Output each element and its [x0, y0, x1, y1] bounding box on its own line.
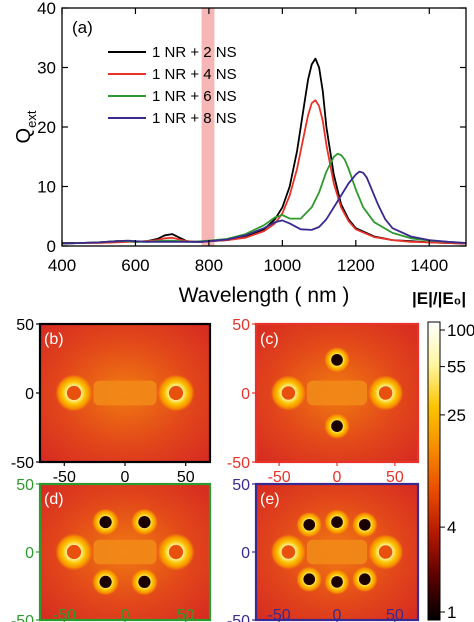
panel-label: (d) [44, 491, 64, 508]
x-tick-label: 600 [121, 256, 149, 275]
x-tick-label: 400 [48, 256, 76, 275]
x-tick-label: 1400 [410, 256, 448, 275]
field-map-panel-e: (e) 50 0 -50 -50 0 50 [227, 477, 420, 622]
rod-end-core [66, 385, 82, 401]
legend-label-1: 1 NR + 2 NS [152, 44, 237, 61]
nanosphere-core [303, 573, 316, 586]
map-x-tick-label: 50 [177, 469, 195, 486]
nanosphere-core [331, 420, 343, 432]
plot-frame [61, 7, 467, 247]
nanosphere-core [358, 573, 371, 586]
svg-text:Qext: Qext [13, 110, 39, 143]
map-y-tick-label: 0 [241, 386, 250, 403]
panel-label-a: (a) [72, 18, 93, 37]
map-y-tick-label: 0 [241, 545, 250, 562]
rod-end-core [281, 545, 296, 559]
map-y-tick-label: -50 [227, 455, 250, 472]
rod-end-core [378, 386, 393, 400]
map-x-tick-label: 50 [386, 469, 404, 486]
nanosphere-core [138, 515, 151, 529]
map-x-tick-label: 0 [121, 469, 130, 486]
nanosphere-core [331, 576, 343, 588]
field-map-panel-b: (b) 50 0 -50 -50 0 50 [11, 317, 212, 486]
colorbar-gradient [427, 321, 441, 621]
map-y-tick-label: 50 [232, 477, 250, 494]
map-x-tick-label: -50 [268, 469, 291, 486]
colorbar: |E|/|E₀| 100 55 25 4 1 [412, 289, 474, 622]
x-tick-label: 1200 [337, 256, 375, 275]
x-tick-label: 800 [195, 256, 223, 275]
colorbar-tick-label: 25 [447, 406, 466, 425]
rod-end-core [281, 386, 296, 400]
field-map-panel-c: (c) 50 0 -50 -50 0 50 [227, 317, 420, 486]
colorbar-tick-label: 4 [447, 518, 456, 537]
rod-end-core [168, 544, 184, 560]
map-x-tick-label: 50 [386, 607, 404, 622]
panel-label: (b) [44, 331, 64, 348]
map-x-tick-label: 0 [333, 607, 342, 622]
series-line-4 [61, 170, 467, 245]
y-tick-label: 30 [37, 59, 56, 78]
y-tick-label: 20 [37, 118, 56, 137]
colorbar-tick-label: 55 [447, 358, 466, 377]
nanosphere-core [303, 518, 316, 531]
y-tick-label: 40 [37, 0, 56, 18]
map-y-tick-label: 0 [25, 386, 34, 403]
panel-label: (c) [260, 331, 279, 348]
series-line-2 [61, 99, 467, 245]
nanorod [306, 539, 368, 565]
nanorod [306, 380, 368, 406]
colorbar-title: |E|/|E₀| [412, 289, 466, 308]
map-y-tick-label: -50 [227, 613, 250, 622]
colorbar-tick-label: 100 [447, 321, 474, 340]
y-axis-label: Qext [13, 110, 39, 143]
map-y-tick-label: 0 [25, 545, 34, 562]
nanosphere-core [138, 575, 151, 589]
rod-end-core [168, 385, 184, 401]
nanorod [93, 380, 157, 406]
field-map-panel-d: (d) 50 0 -50 -50 0 50 [11, 477, 212, 622]
series-line-1 [62, 57, 467, 245]
map-x-tick-label: 0 [121, 607, 130, 622]
rod-end-core [66, 544, 82, 560]
map-y-tick-label: 50 [16, 477, 34, 494]
map-y-tick-label: -50 [11, 455, 34, 472]
map-x-tick-label: -50 [53, 469, 76, 486]
y-tick-label: 0 [47, 237, 56, 256]
extinction-spectrum-panel: 400 600 800 1000 1200 1400 0 10 20 30 40 (a) 1 NR … [13, 0, 467, 307]
x-tick-label: 1000 [263, 256, 301, 275]
rod-end-core [378, 545, 393, 559]
nanosphere-core [331, 354, 343, 366]
legend-label-2: 1 NR + 4 NS [152, 66, 237, 83]
map-x-tick-label: 50 [177, 607, 195, 622]
y-tick-label: 10 [37, 178, 56, 197]
nanosphere-core [358, 518, 371, 531]
legend-label-4: 1 NR + 8 NS [152, 110, 237, 127]
map-x-tick-label: 0 [333, 469, 342, 486]
map-y-tick-label: -50 [11, 613, 34, 622]
nanorod [93, 539, 157, 565]
panel-label: (e) [260, 491, 280, 508]
colorbar-tick-label: 1 [447, 603, 456, 622]
map-y-tick-label: 50 [16, 317, 34, 334]
map-x-tick-label: -50 [53, 607, 76, 622]
legend-label-3: 1 NR + 6 NS [152, 88, 237, 105]
nanosphere-core [331, 516, 343, 528]
map-y-tick-label: 50 [232, 317, 250, 334]
map-x-tick-label: -50 [268, 607, 291, 622]
x-axis-label: Wavelength ( nm ) [179, 284, 350, 307]
highlight-band [201, 8, 215, 246]
nanosphere-core [99, 515, 112, 529]
nanosphere-core [99, 575, 112, 589]
